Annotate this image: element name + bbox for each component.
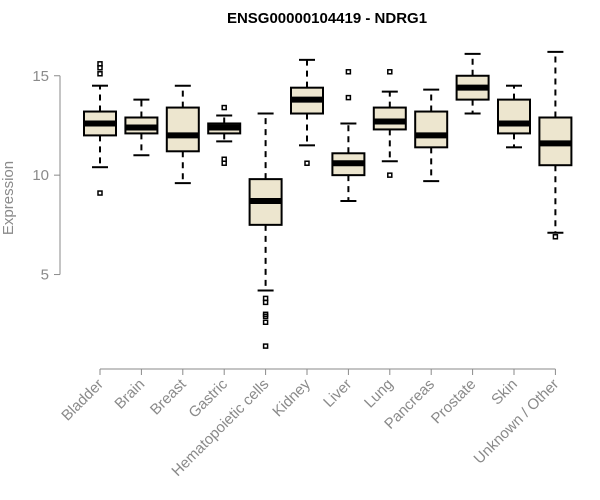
x-tick-label: Liver	[320, 376, 355, 411]
x-tick-label: Skin	[488, 376, 521, 409]
y-tick-label: 15	[32, 68, 49, 85]
outlier-point	[97, 71, 103, 77]
outlier-point	[221, 156, 227, 162]
y-tick-label: 10	[32, 167, 49, 184]
outlier-point	[387, 69, 393, 75]
chart-title: ENSG00000104419 - NDRG1	[227, 10, 427, 27]
outlier-point	[304, 160, 310, 166]
outlier-point	[97, 190, 103, 196]
box-group	[248, 112, 283, 349]
box-iqr	[414, 110, 449, 149]
outlier-point	[345, 69, 352, 75]
box-group	[372, 69, 407, 178]
plot-area	[83, 50, 573, 349]
box-iqr	[165, 106, 200, 153]
y-axis-label: Expression	[0, 161, 17, 235]
x-tick-label: Prostate	[428, 376, 480, 428]
box-group	[497, 84, 531, 149]
x-tick-label: Brain	[111, 376, 148, 413]
box-group	[455, 52, 490, 115]
box-iqr	[497, 98, 531, 135]
outlier-point	[97, 61, 103, 67]
box-group	[538, 50, 573, 240]
outlier-point	[262, 343, 269, 349]
box-group	[207, 104, 242, 166]
outlier-point	[262, 295, 269, 302]
box-group	[290, 58, 324, 166]
outlier-point	[387, 172, 393, 178]
outlier-point	[221, 104, 227, 111]
outlier-point	[262, 311, 269, 318]
x-tick-label: Bladder	[58, 376, 107, 425]
x-tick-label: Lung	[361, 376, 397, 412]
box-group	[124, 98, 159, 157]
box-group	[331, 69, 366, 202]
outlier-point	[345, 94, 352, 101]
y-axis: 5 10 15	[32, 68, 61, 284]
x-tick-label: Breast	[147, 375, 190, 418]
x-tick-label: Kidney	[269, 375, 314, 420]
outlier-point	[262, 319, 269, 326]
outlier-point	[552, 234, 559, 240]
y-tick-label: 5	[41, 267, 49, 284]
box-group	[414, 88, 449, 183]
box-group	[165, 84, 200, 185]
box-group	[83, 61, 117, 196]
